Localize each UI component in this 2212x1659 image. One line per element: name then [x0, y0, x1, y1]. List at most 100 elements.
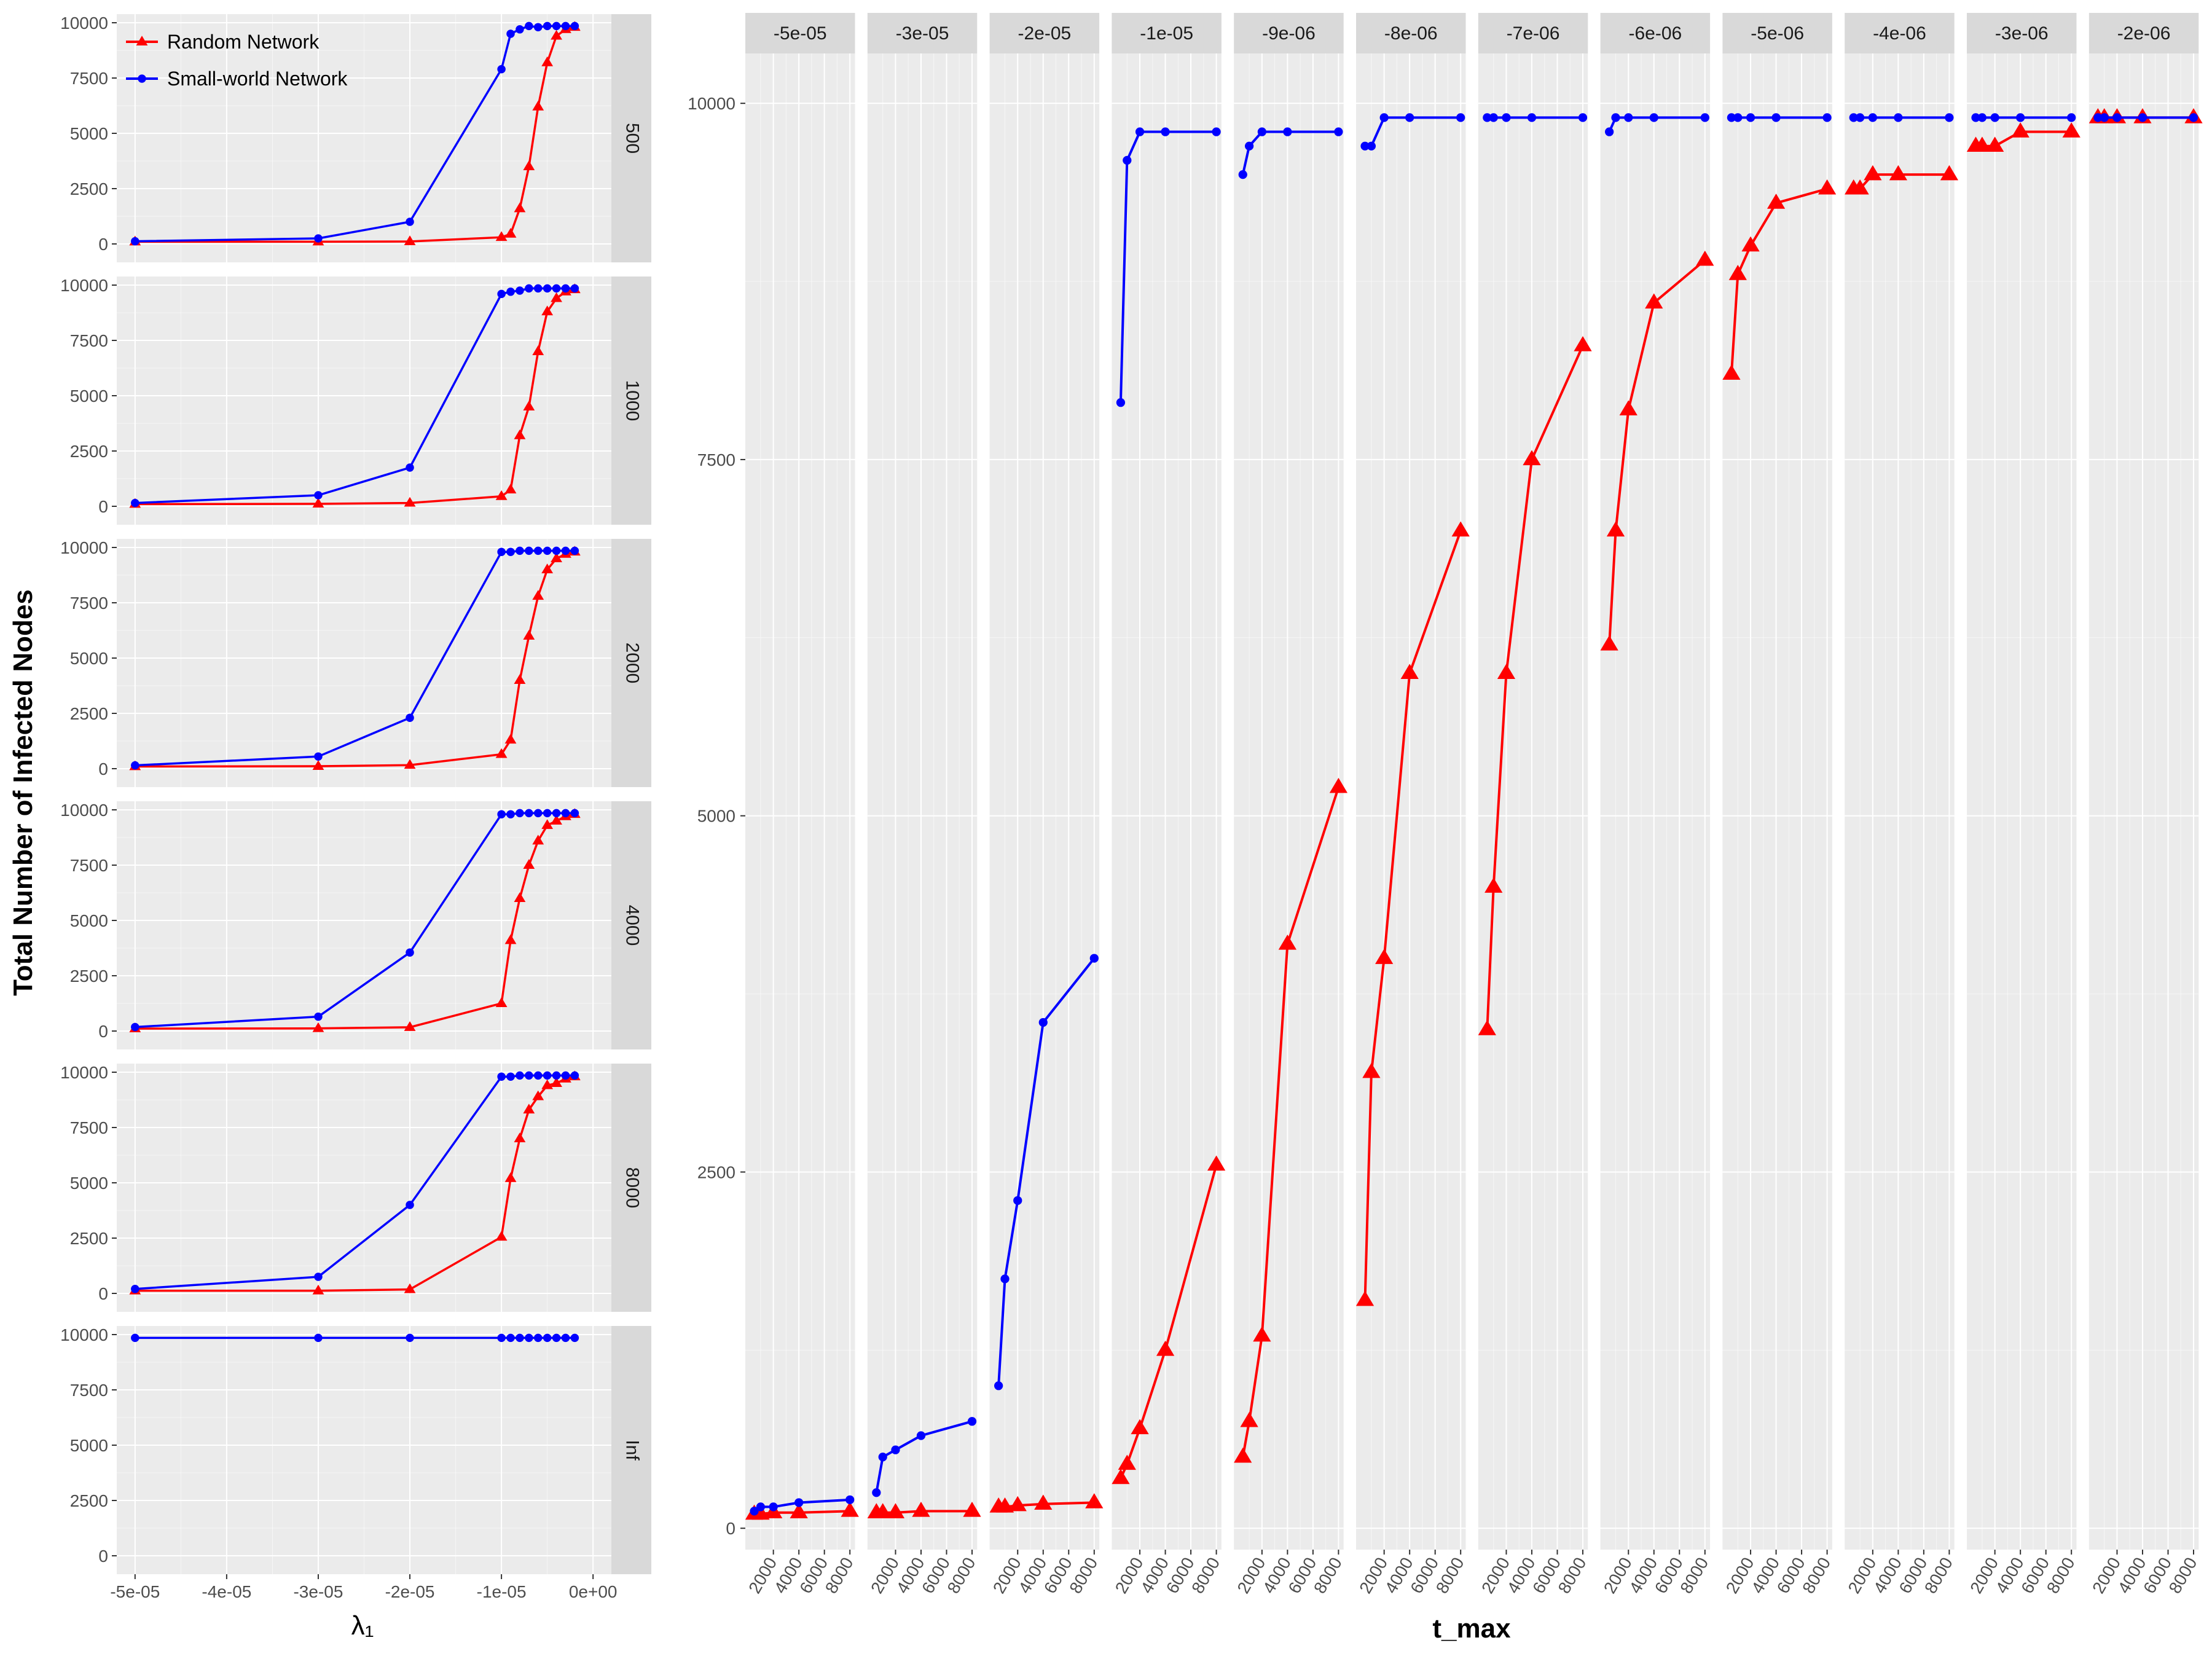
data-point — [1624, 113, 1633, 122]
panel-background — [1356, 53, 1466, 1550]
data-point — [495, 231, 508, 241]
data-point — [497, 547, 506, 556]
data-point — [2138, 113, 2147, 122]
y-tick-label: 2500 — [70, 704, 108, 723]
data-point — [514, 892, 526, 902]
facet-strip-label: 8000 — [622, 1167, 643, 1209]
data-point — [1990, 113, 1999, 122]
data-point — [314, 234, 323, 243]
y-tick-label: 2500 — [697, 1163, 735, 1182]
data-point — [1156, 1340, 1175, 1356]
data-point — [1889, 165, 1908, 181]
data-point — [570, 809, 579, 818]
data-point — [750, 1507, 759, 1516]
data-point — [495, 1231, 508, 1241]
data-point — [1212, 127, 1221, 136]
data-point — [1940, 165, 1959, 181]
data-point — [404, 759, 416, 769]
data-point — [516, 25, 524, 34]
data-point — [404, 496, 416, 507]
data-point — [1089, 954, 1099, 963]
lambda-panel-500: 0 2500 5000 7500 10000 500 — [60, 14, 651, 262]
data-point — [532, 834, 544, 845]
data-point — [514, 1132, 526, 1142]
data-point — [131, 237, 139, 246]
y-tick-label: 0 — [98, 1547, 108, 1566]
data-point — [1728, 265, 1747, 280]
data-point — [543, 22, 552, 31]
data-point — [525, 22, 533, 31]
data-point — [525, 1071, 533, 1080]
data-point — [845, 1495, 855, 1504]
lambda-panel-1000: 0 2500 5000 7500 10000 1000 — [60, 276, 651, 525]
data-point — [312, 1022, 324, 1032]
data-point — [1605, 127, 1614, 136]
data-point — [541, 1079, 554, 1089]
data-point — [406, 948, 414, 957]
data-point — [504, 734, 517, 744]
data-point — [1818, 179, 1837, 195]
data-point — [525, 546, 533, 555]
data-point — [1451, 521, 1470, 537]
data-point — [552, 284, 561, 293]
data-point — [872, 1488, 881, 1497]
data-point — [2062, 122, 2081, 138]
data-point — [506, 547, 515, 556]
data-point — [1360, 141, 1370, 151]
data-point — [1523, 450, 1541, 466]
data-point — [543, 546, 552, 555]
x-tick-label: -4e-05 — [202, 1582, 251, 1601]
data-point — [1038, 1018, 1048, 1027]
data-point — [1727, 113, 1736, 122]
data-point — [516, 1071, 524, 1080]
data-point — [314, 491, 323, 500]
data-point — [1013, 1196, 1022, 1205]
data-point — [516, 546, 524, 555]
data-point — [1971, 113, 1980, 122]
tmax-faceted-chart: 0 2500 5000 7500 10000 2000400060008000-5e-05… — [688, 13, 2203, 1597]
data-point — [523, 401, 535, 410]
lambda-panel-Inf: 0 2500 5000 7500 10000 Inf — [60, 1325, 651, 1574]
data-point — [1478, 1020, 1496, 1035]
data-point — [1161, 127, 1170, 136]
x-tick-label: -1e-05 — [477, 1582, 527, 1601]
y-tick-label: 10000 — [688, 94, 735, 113]
facet-strip — [989, 13, 1100, 53]
data-point — [1986, 136, 2004, 152]
data-point — [406, 463, 414, 472]
facet-strip — [611, 1326, 651, 1574]
data-point — [1405, 113, 1414, 122]
facet-strip-label: -9e-06 — [1262, 23, 1316, 44]
data-point — [497, 1333, 506, 1343]
facet-strip-label: 2000 — [622, 643, 643, 684]
data-point — [1456, 113, 1465, 122]
data-point — [1367, 141, 1376, 151]
data-point — [751, 1504, 770, 1520]
y-tick-label: 5000 — [70, 1436, 108, 1455]
data-point — [495, 490, 508, 500]
data-point — [1894, 113, 1903, 122]
facet-strip-label: -5e-06 — [1751, 23, 1804, 44]
data-point — [552, 1333, 561, 1343]
x-tick-label: 0e+00 — [569, 1582, 618, 1601]
facet-strip-label: 4000 — [622, 905, 643, 946]
data-point — [995, 1497, 1014, 1513]
facet-strip-label: 500 — [622, 123, 643, 154]
data-point — [1244, 141, 1254, 151]
data-point — [523, 160, 535, 170]
facet-strip — [1478, 13, 1588, 53]
data-point — [1257, 127, 1266, 136]
data-point — [994, 1381, 1003, 1390]
data-point — [525, 284, 533, 293]
data-point — [312, 1284, 324, 1295]
panel-background — [1845, 53, 1955, 1550]
data-point — [916, 1431, 926, 1440]
panel-background — [1478, 53, 1588, 1550]
y-tick-label: 5000 — [70, 911, 108, 930]
data-point — [1123, 155, 1132, 165]
facet-strip-label: -3e-06 — [1995, 23, 2049, 44]
data-point — [525, 1333, 533, 1343]
data-point — [514, 202, 526, 213]
